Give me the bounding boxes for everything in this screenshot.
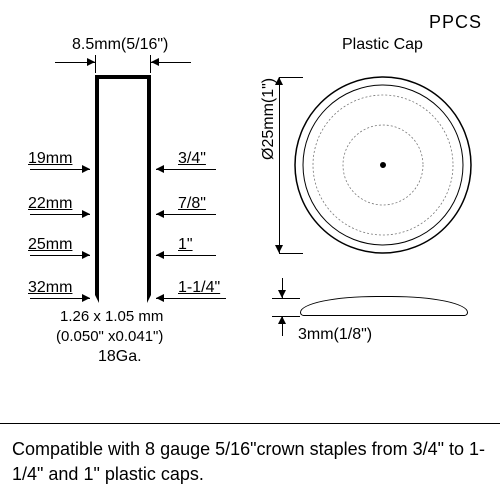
arrow-icon bbox=[82, 210, 90, 218]
ext-line bbox=[279, 253, 303, 254]
arrow-icon bbox=[156, 251, 164, 259]
arrow-icon bbox=[156, 294, 164, 302]
ext-line bbox=[279, 77, 303, 78]
arrow-icon bbox=[156, 210, 164, 218]
cap-title: Plastic Cap bbox=[342, 36, 423, 54]
compatibility-note: Compatible with 8 gauge 5/16"crown stapl… bbox=[12, 437, 488, 486]
wire-size-mm: 1.26 x 1.05 mm bbox=[60, 308, 163, 325]
thickness-label: 3mm(1/8") bbox=[298, 326, 372, 344]
arrow-icon bbox=[275, 245, 283, 253]
length-mm: 32mm bbox=[28, 279, 72, 297]
arrow-icon bbox=[87, 58, 95, 66]
tick-line bbox=[30, 169, 90, 170]
length-mm: 19mm bbox=[28, 150, 72, 168]
length-inch: 7/8" bbox=[178, 195, 206, 213]
staple-diagram bbox=[95, 75, 151, 299]
arrow-icon bbox=[151, 58, 159, 66]
length-mm: 22mm bbox=[28, 195, 72, 213]
tick-line bbox=[30, 298, 90, 299]
arrow-icon bbox=[82, 251, 90, 259]
length-inch: 1-1/4" bbox=[178, 279, 220, 297]
ext-line bbox=[150, 55, 151, 73]
wire-size-inch: (0.050" x0.041") bbox=[56, 328, 163, 345]
tick-line bbox=[30, 255, 90, 256]
arrow-icon bbox=[82, 294, 90, 302]
arrow-icon bbox=[156, 165, 164, 173]
ext-line bbox=[272, 298, 300, 299]
cap-top-view bbox=[283, 65, 483, 265]
crown-width-label: 8.5mm(5/16") bbox=[72, 36, 168, 54]
diameter-label: Ø25mm(1") bbox=[260, 78, 278, 160]
arrow-icon bbox=[278, 290, 286, 298]
arrow-icon bbox=[278, 316, 286, 324]
page: PPCS 8.5mm(5/16") 19mm 3/4" 22mm 7/8" 25… bbox=[0, 0, 500, 500]
tick-line bbox=[30, 214, 90, 215]
length-inch: 3/4" bbox=[178, 150, 206, 168]
length-inch: 1" bbox=[178, 236, 193, 254]
divider-line bbox=[0, 423, 500, 424]
cap-side-view bbox=[300, 296, 468, 316]
dim-line bbox=[279, 77, 280, 253]
gauge-label: 18Ga. bbox=[98, 348, 142, 366]
arrow-icon bbox=[82, 165, 90, 173]
ext-line bbox=[95, 55, 96, 73]
tick-line bbox=[156, 298, 226, 299]
ext-line bbox=[272, 316, 300, 317]
length-mm: 25mm bbox=[28, 236, 72, 254]
tick-line bbox=[156, 255, 216, 256]
product-code: PPCS bbox=[429, 12, 482, 33]
tick-line bbox=[156, 169, 216, 170]
tick-line bbox=[156, 214, 216, 215]
